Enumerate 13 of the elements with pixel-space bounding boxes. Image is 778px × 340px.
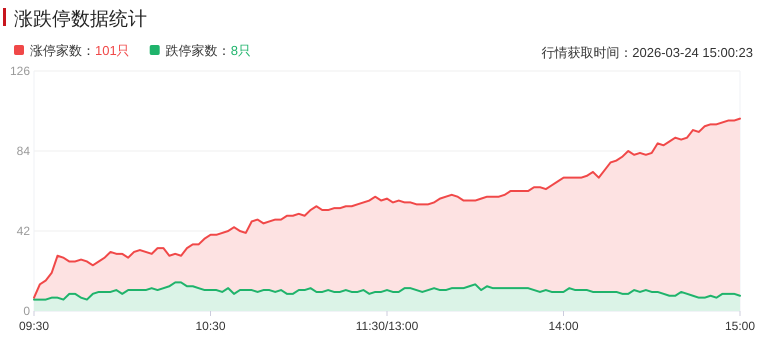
y-tick-label: 42 <box>16 224 30 238</box>
legend-label: 涨停家数：101只 <box>30 43 130 58</box>
x-tick-label: 11:30/13:00 <box>356 319 419 333</box>
x-tick-label: 10:30 <box>195 319 226 333</box>
x-tick-label: 09:30 <box>18 319 50 333</box>
y-tick-label: 84 <box>16 144 30 158</box>
x-tick-label: 15:00 <box>724 319 756 333</box>
chart-title: 涨跌停数据统计 <box>14 9 147 30</box>
y-tick-label: 0 <box>23 304 30 318</box>
x-tick-label: 14:00 <box>548 319 579 333</box>
y-tick-label: 126 <box>10 64 30 78</box>
text: 行情获取时间：2026-03-24 15:00:23 <box>541 45 753 60</box>
legend-label: 跌停家数：8只 <box>166 43 251 58</box>
